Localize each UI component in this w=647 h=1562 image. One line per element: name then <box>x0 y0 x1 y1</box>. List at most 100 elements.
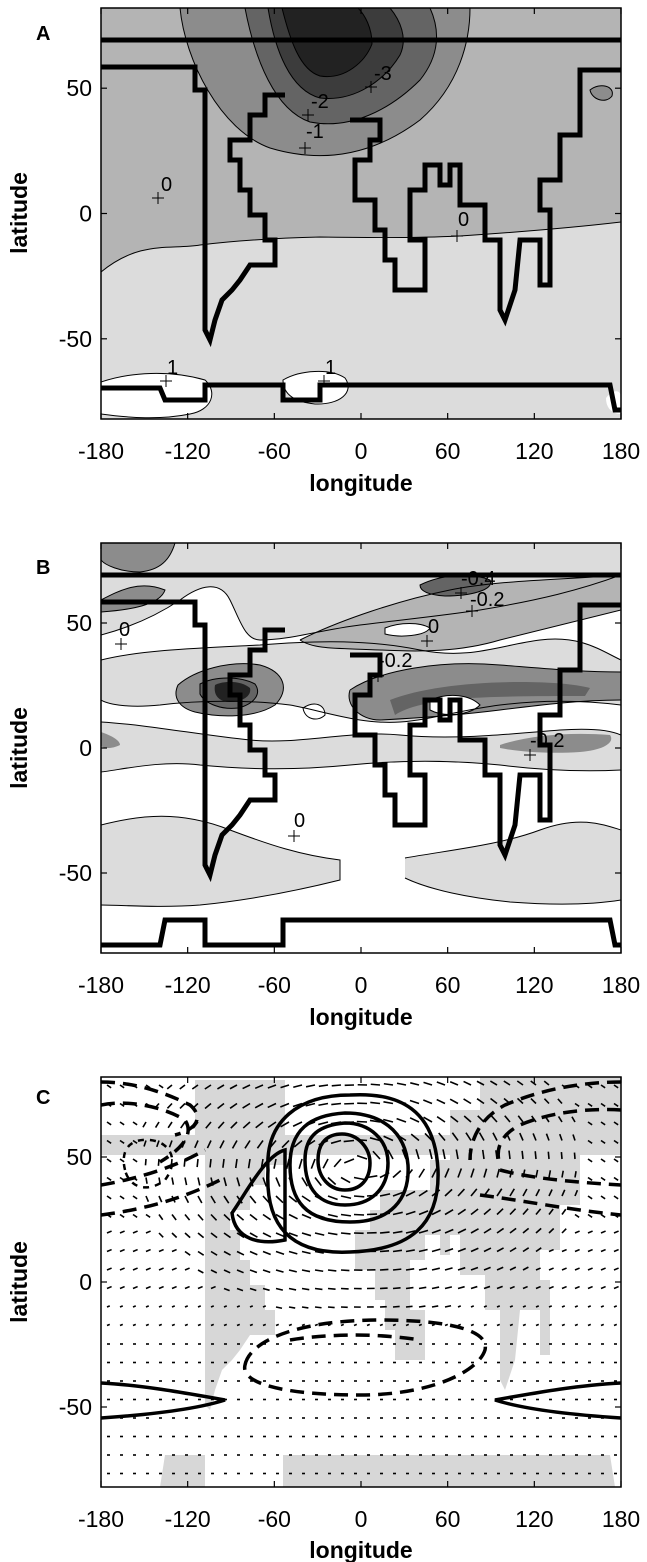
wind-vector <box>509 1285 515 1290</box>
wind-vector <box>409 1117 420 1123</box>
wind-vector <box>145 1248 151 1253</box>
contour-label-b-2: -0.2 <box>466 589 504 617</box>
wind-vector <box>547 1151 550 1160</box>
wind-vector <box>496 1208 504 1216</box>
contour-label-b-6: -0.2 <box>524 730 564 761</box>
wind-vector <box>106 1158 112 1163</box>
wind-vector <box>561 1248 567 1253</box>
wind-vector <box>197 1305 202 1308</box>
wind-vector <box>392 1170 402 1179</box>
wind-vector <box>209 1158 212 1168</box>
wind-vector <box>571 1116 576 1123</box>
wind-vector <box>196 1158 199 1168</box>
wind-vector <box>171 1232 178 1239</box>
wind-vector <box>423 1099 433 1105</box>
wind-vector <box>340 1323 345 1327</box>
wind-vector <box>353 1195 365 1198</box>
wind-vector <box>418 1323 423 1327</box>
wind-vector <box>262 1250 271 1256</box>
x-axis-title-b: longitude <box>309 1004 412 1030</box>
wind-vector <box>275 1250 285 1255</box>
x-tick-label: -120 <box>165 1506 211 1532</box>
wind-vector <box>535 1227 542 1234</box>
wind-vector <box>574 1189 579 1197</box>
wind-vector <box>106 1323 111 1327</box>
wind-vector <box>509 1208 517 1216</box>
wind-vector <box>483 1168 488 1178</box>
wind-vector <box>548 1248 554 1253</box>
wind-vector <box>521 1150 524 1160</box>
wind-vector <box>470 1228 479 1234</box>
wind-vector <box>106 1139 112 1144</box>
x-tick-label: 0 <box>355 1506 368 1532</box>
svg-text:0: 0 <box>119 619 130 641</box>
wind-vector <box>476 1080 485 1086</box>
wind-vector <box>600 1323 605 1327</box>
wind-vector <box>210 1285 216 1290</box>
wind-vector <box>613 1139 619 1144</box>
wind-vector <box>145 1177 148 1184</box>
wind-vector <box>236 1250 245 1256</box>
land-outline-b <box>101 572 621 948</box>
wind-vector <box>230 1121 238 1129</box>
wind-vector <box>600 1305 605 1308</box>
wind-vector <box>158 1305 163 1308</box>
contour-label-b-1: -0.4 <box>455 568 495 599</box>
wind-vector <box>301 1250 311 1255</box>
wind-vector <box>470 1247 479 1253</box>
svg-text:-1: -1 <box>306 121 324 143</box>
wind-vector <box>535 1169 539 1178</box>
wind-vector <box>184 1267 190 1271</box>
wind-vector <box>119 1230 125 1234</box>
wind-vector <box>428 1149 433 1160</box>
svg-text:0: 0 <box>428 616 439 638</box>
wind-vector <box>405 1210 416 1216</box>
wind-vector <box>231 1140 238 1149</box>
wind-vector <box>119 1084 125 1089</box>
contour-labels-a: -3 -2 -1 0 0 1 1 <box>152 63 469 387</box>
wind-vector <box>369 1119 381 1123</box>
wind-vector <box>496 1285 503 1290</box>
wind-vector <box>293 1139 303 1148</box>
wind-vector <box>548 1208 554 1215</box>
wind-vector <box>587 1285 593 1290</box>
wind-vector <box>331 1102 342 1106</box>
wind-vector <box>210 1305 215 1308</box>
wind-vector <box>418 1168 426 1178</box>
wind-vector <box>145 1285 151 1290</box>
wind-vector <box>509 1305 514 1308</box>
x-tick-label: 120 <box>515 972 553 998</box>
svg-text:-2: -2 <box>311 91 329 113</box>
wind-vector <box>310 1158 316 1169</box>
wind-vector <box>600 1285 606 1290</box>
wind-vector <box>450 1115 459 1123</box>
x-tick-label: -60 <box>258 972 291 998</box>
wind-vector <box>275 1323 280 1327</box>
svg-text:-0.4: -0.4 <box>461 568 495 590</box>
wind-vector <box>314 1323 319 1327</box>
wind-vector <box>197 1195 203 1204</box>
wind-vector <box>522 1305 527 1308</box>
wind-vector <box>223 1269 231 1274</box>
wind-vector <box>327 1232 338 1236</box>
y-tick-label: 50 <box>66 1144 92 1170</box>
wind-vector <box>587 1158 593 1163</box>
wind-vector <box>249 1287 257 1292</box>
wind-vector <box>457 1188 466 1197</box>
wind-vector <box>366 1323 371 1327</box>
wind-vector <box>405 1190 416 1197</box>
wind-vector <box>561 1323 566 1327</box>
wind-vector <box>531 1115 537 1123</box>
x-tick-label: 180 <box>602 1506 640 1532</box>
wind-vector <box>314 1287 323 1291</box>
wind-vector <box>405 1249 415 1253</box>
wind-vector <box>280 1102 290 1108</box>
wind-vector <box>288 1250 298 1255</box>
wind-vector <box>383 1118 394 1123</box>
wind-vector <box>262 1213 272 1221</box>
wind-vector <box>509 1323 514 1327</box>
wind-vector <box>483 1266 491 1271</box>
wind-vector <box>483 1323 488 1327</box>
wind-vector <box>418 1210 429 1216</box>
